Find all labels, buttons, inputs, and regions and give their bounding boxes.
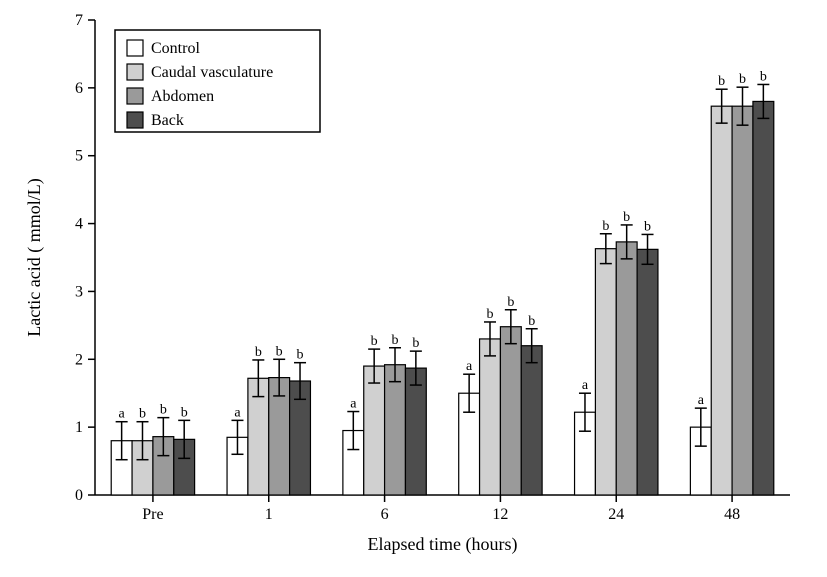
sig-label: a [582, 378, 589, 393]
sig-label: a [698, 393, 705, 408]
bar [595, 249, 616, 495]
sig-label: b [371, 334, 378, 349]
sig-label: b [602, 219, 609, 234]
sig-label: b [392, 333, 399, 348]
legend-label: Caudal vasculature [151, 64, 273, 81]
bar [480, 339, 501, 495]
lactic-acid-chart: 01234567Lactic acid ( mmol/L)Elapsed tim… [0, 0, 827, 577]
svg-text:2: 2 [75, 351, 83, 368]
bar [500, 327, 521, 495]
legend-label: Abdomen [151, 88, 214, 105]
bar [711, 106, 732, 495]
x-tick-label: 48 [724, 506, 740, 523]
bar [753, 101, 774, 495]
bar [637, 249, 658, 495]
sig-label: a [119, 407, 126, 422]
sig-label: b [412, 336, 419, 351]
sig-label: b [139, 407, 146, 422]
legend-label: Control [151, 40, 200, 57]
svg-text:7: 7 [75, 12, 83, 29]
x-tick-label: 12 [492, 506, 508, 523]
svg-text:1: 1 [75, 419, 83, 436]
sig-label: b [297, 348, 304, 363]
x-tick-label: 6 [381, 506, 389, 523]
sig-label: b [760, 69, 767, 84]
sig-label: b [528, 314, 535, 329]
sig-label: b [739, 72, 746, 87]
bar [732, 106, 753, 495]
legend-label: Back [151, 112, 184, 129]
bar [364, 366, 385, 495]
legend [115, 30, 320, 132]
x-tick-label: Pre [142, 506, 163, 523]
svg-text:4: 4 [75, 216, 83, 233]
legend-swatch [127, 88, 143, 104]
bar [405, 368, 426, 495]
svg-text:5: 5 [75, 148, 83, 165]
svg-text:0: 0 [75, 487, 83, 504]
y-axis-label: Lactic acid ( mmol/L) [24, 178, 45, 336]
bar [616, 242, 637, 495]
sig-label: b [644, 219, 651, 234]
sig-label: a [234, 405, 241, 420]
sig-label: b [486, 307, 493, 322]
bar [521, 346, 542, 495]
sig-label: a [350, 397, 357, 412]
svg-text:6: 6 [75, 80, 83, 97]
sig-label: b [507, 295, 514, 310]
legend-swatch [127, 64, 143, 80]
svg-text:3: 3 [75, 283, 83, 300]
x-tick-label: 1 [265, 506, 273, 523]
bar [385, 365, 406, 495]
sig-label: b [276, 344, 283, 359]
sig-label: b [718, 74, 725, 89]
sig-label: a [466, 359, 473, 374]
x-tick-label: 24 [608, 506, 624, 523]
sig-label: b [255, 345, 262, 360]
legend-swatch [127, 40, 143, 56]
sig-label: b [181, 405, 188, 420]
sig-label: b [623, 210, 630, 225]
chart-svg: 01234567Lactic acid ( mmol/L)Elapsed tim… [0, 0, 827, 577]
sig-label: b [160, 403, 167, 418]
x-axis-label: Elapsed time (hours) [368, 534, 518, 555]
legend-swatch [127, 112, 143, 128]
